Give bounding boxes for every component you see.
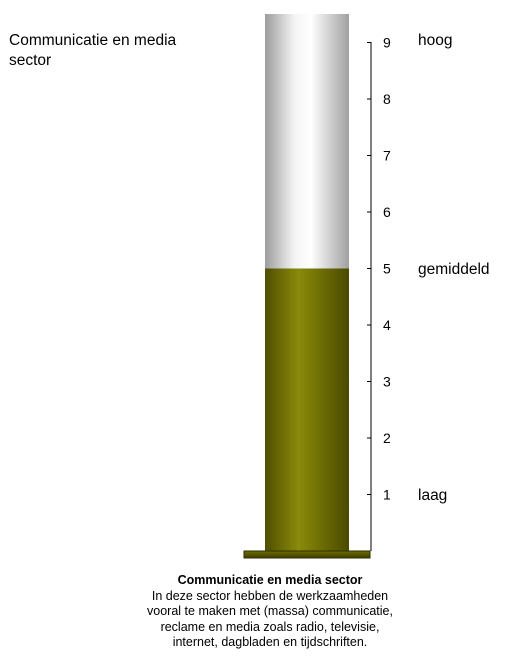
label-low: laag	[418, 487, 448, 504]
caption-body: In deze sector hebben de werkzaamheden v…	[147, 588, 393, 650]
y-tick-label: 9	[383, 35, 391, 51]
y-tick-label: 3	[383, 374, 391, 390]
y-tick-label: 4	[383, 317, 391, 333]
y-tick-label: 7	[383, 148, 391, 164]
y-tick-label: 2	[383, 430, 391, 446]
y-tick-label: 8	[383, 91, 391, 107]
gauge-fill-bar	[265, 268, 349, 551]
y-tick-label: 5	[383, 261, 391, 277]
y-tick-label: 1	[383, 487, 391, 503]
sector-title: Communicatie en media sector	[9, 32, 177, 69]
label-mid: gemiddeld	[418, 261, 490, 278]
gauge-base	[243, 550, 371, 559]
chart-caption: Communicatie en media sector In deze sec…	[130, 573, 410, 651]
label-high: hoog	[418, 32, 453, 49]
y-axis-ticks: 1 2 3 4 5 6 7 8 9	[367, 35, 391, 503]
y-tick-label: 6	[383, 204, 391, 220]
caption-title: Communicatie en media sector	[177, 573, 363, 587]
